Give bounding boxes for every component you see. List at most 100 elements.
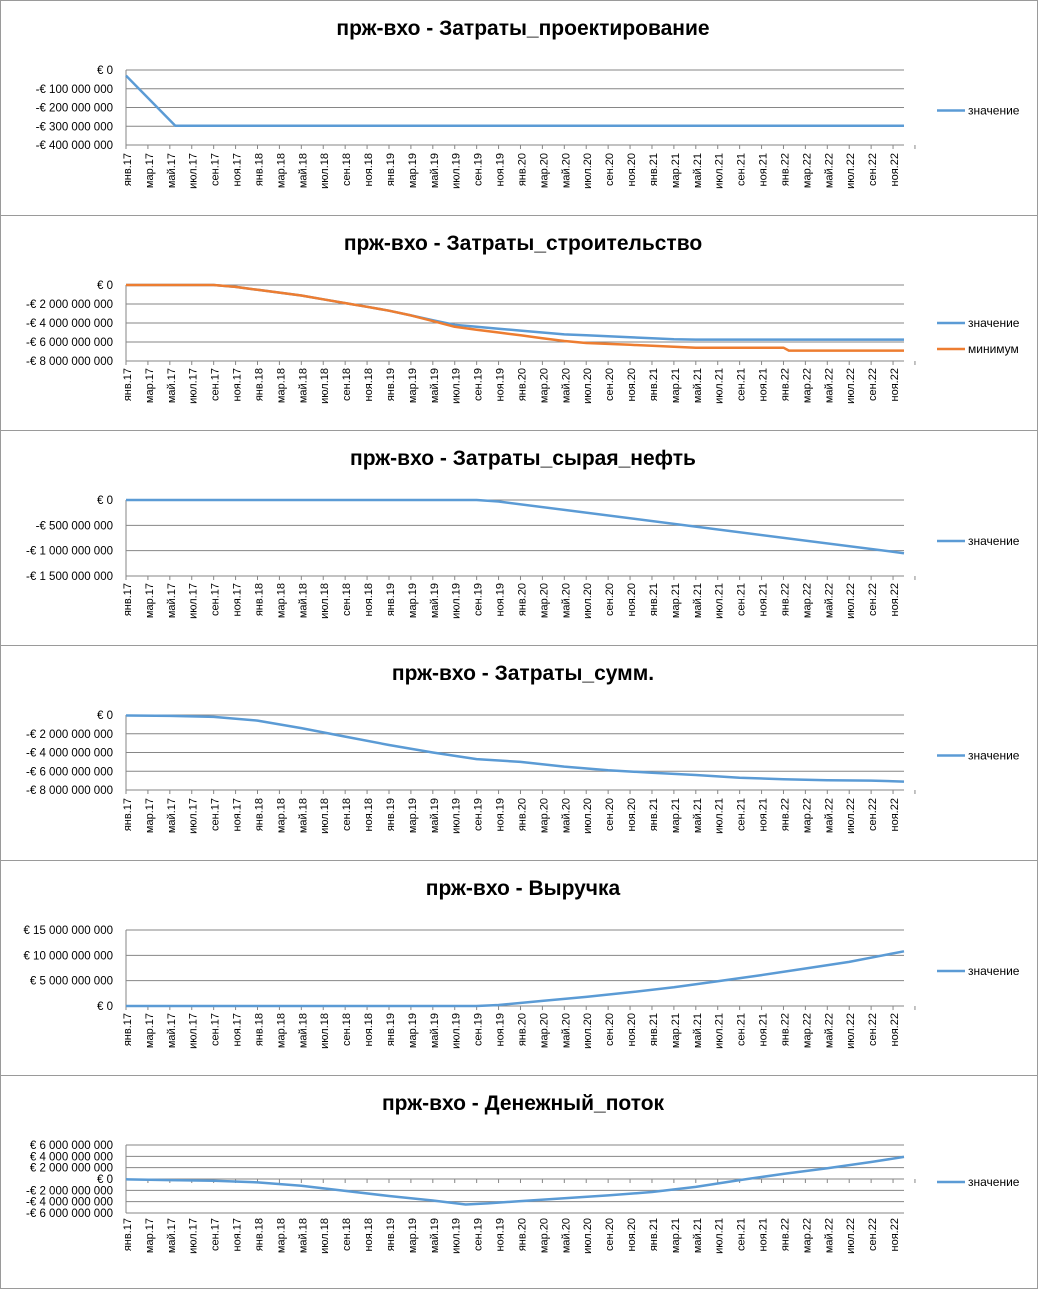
- x-tick-label: сен.19: [473, 583, 485, 616]
- series-line-1: [125, 74, 904, 127]
- x-tick-label: янв.21: [648, 1218, 660, 1251]
- y-tick-label: -€ 2 000 000 000: [26, 1185, 113, 1197]
- x-tick-label: мар.19: [407, 153, 419, 188]
- x-tick-label: май.22: [823, 798, 835, 833]
- x-tick-label: май.17: [166, 368, 178, 403]
- x-tick-label: янв.20: [516, 798, 528, 831]
- x-tick-label: мар.18: [275, 153, 287, 188]
- x-tick-label: сен.21: [736, 153, 748, 186]
- x-tick-label: ноя.22: [889, 1218, 901, 1251]
- x-tick-label: июл.17: [188, 153, 200, 189]
- x-tick-label: май.21: [692, 583, 704, 618]
- x-tick-label: сен.20: [604, 798, 616, 831]
- x-tick-label: май.21: [692, 798, 704, 833]
- x-tick-label: май.19: [429, 368, 441, 403]
- x-tick-label: июл.21: [714, 583, 726, 619]
- x-tick-label: сен.20: [604, 368, 616, 401]
- x-tick-label: янв.17: [122, 1013, 134, 1046]
- x-tick-label: ноя.19: [495, 798, 507, 831]
- x-tick-label: сен.18: [341, 1218, 353, 1251]
- x-tick-label: мар.20: [538, 1218, 550, 1253]
- y-tick-label: -€ 1 000 000 000: [26, 546, 113, 558]
- x-tick-label: янв.18: [253, 798, 265, 831]
- x-tick-label: май.18: [297, 1013, 309, 1048]
- x-tick-label: июл.17: [188, 798, 200, 834]
- x-tick-label: сен.20: [604, 1013, 616, 1046]
- x-tick-label: ноя.17: [232, 798, 244, 831]
- y-tick-label: -€ 8 000 000 000: [26, 785, 113, 797]
- x-tick-label: июл.20: [582, 1013, 594, 1049]
- x-tick-label: янв.19: [385, 1013, 397, 1046]
- x-tick-label: мар.18: [275, 1218, 287, 1253]
- x-tick-label: июл.21: [714, 1218, 726, 1254]
- x-tick-label: май.20: [560, 583, 572, 618]
- chart-panel-construction-costs: прж-вхо - Затраты_строительство € 0 -€ 2 0…: [0, 215, 1038, 431]
- x-tick-label: июл.20: [582, 153, 594, 189]
- x-tick-label: мар.22: [801, 368, 813, 403]
- y-tick-label: € 0: [97, 1001, 113, 1013]
- chart-construction-costs: прж-вхо - Затраты_строительство € 0 -€ 2 0…: [26, 232, 1020, 404]
- x-tick-label: июл.18: [319, 368, 331, 404]
- x-tick-label: янв.22: [779, 583, 791, 616]
- x-tick-label: июл.20: [582, 583, 594, 619]
- chart-title: прж-вхо - Затраты_сумм.: [392, 662, 654, 685]
- chart-title: прж-вхо - Затраты_строительство: [344, 232, 702, 255]
- x-tick-label: сен.17: [210, 1218, 222, 1251]
- series-line-1: [126, 950, 905, 1008]
- x-tick-label: мар.17: [144, 583, 156, 618]
- x-tick-label: июл.18: [319, 153, 331, 189]
- x-tick-label: сен.19: [473, 1218, 485, 1251]
- x-tick-label: янв.20: [516, 1218, 528, 1251]
- x-tick-label: сен.22: [867, 368, 879, 401]
- x-tick-label: ноя.20: [626, 583, 638, 616]
- x-tick-label: май.21: [692, 1013, 704, 1048]
- x-tick-label: июл.20: [582, 798, 594, 834]
- y-tick-label: -€ 4 000 000 000: [26, 318, 113, 330]
- chart-title: прж-вхо - Денежный_поток: [382, 1092, 665, 1115]
- y-tick-label: -€ 2 000 000 000: [26, 729, 113, 741]
- x-tick-label: июл.17: [188, 1013, 200, 1049]
- x-tick-label: июл.22: [845, 368, 857, 404]
- x-tick-label: янв.17: [122, 798, 134, 831]
- x-tick-label: май.20: [560, 798, 572, 833]
- x-tick-label: сен.18: [341, 798, 353, 831]
- x-tick-label: май.17: [166, 1218, 178, 1253]
- x-tick-label: мар.21: [670, 153, 682, 188]
- x-tick-label: сен.22: [867, 1218, 879, 1251]
- y-tick-label: € 0: [97, 65, 113, 77]
- y-tick-label: -€ 6 000 000 000: [26, 766, 113, 778]
- x-tick-label: ноя.19: [495, 1013, 507, 1046]
- x-tick-label: мар.21: [670, 583, 682, 618]
- x-tick-label: ноя.22: [889, 1013, 901, 1046]
- x-tick-label: янв.17: [122, 1218, 134, 1251]
- x-tick-label: ноя.21: [758, 798, 770, 831]
- x-tick-label: мар.22: [801, 1218, 813, 1253]
- x-tick-label: июл.21: [714, 368, 726, 404]
- x-tick-label: сен.21: [736, 368, 748, 401]
- x-tick-label: май.20: [560, 1218, 572, 1253]
- x-tick-label: сен.22: [867, 798, 879, 831]
- x-tick-label: сен.18: [341, 153, 353, 186]
- series-line-1: [126, 283, 904, 341]
- x-tick-label: янв.19: [385, 153, 397, 186]
- x-tick-label: мар.17: [144, 368, 156, 403]
- x-tick-label: мар.21: [670, 798, 682, 833]
- x-tick-label: ноя.19: [495, 368, 507, 401]
- x-tick-label: мар.17: [144, 153, 156, 188]
- y-tick-label: -€ 300 000 000: [36, 121, 113, 133]
- x-tick-label: сен.22: [867, 153, 879, 186]
- x-tick-label: май.19: [429, 583, 441, 618]
- x-tick-label: сен.17: [210, 1013, 222, 1046]
- x-tick-label: ноя.20: [626, 368, 638, 401]
- series-line-1: [126, 498, 905, 555]
- x-tick-label: янв.20: [516, 583, 528, 616]
- x-tick-label: июл.19: [451, 1013, 463, 1049]
- y-tick-label: € 0: [97, 495, 113, 507]
- y-tick-label: -€ 8 000 000 000: [26, 356, 113, 368]
- x-tick-label: май.17: [166, 153, 178, 188]
- legend-entry: значение: [968, 104, 1020, 118]
- x-tick-label: май.22: [823, 1218, 835, 1253]
- x-tick-label: июл.22: [845, 583, 857, 619]
- x-tick-label: сен.20: [604, 153, 616, 186]
